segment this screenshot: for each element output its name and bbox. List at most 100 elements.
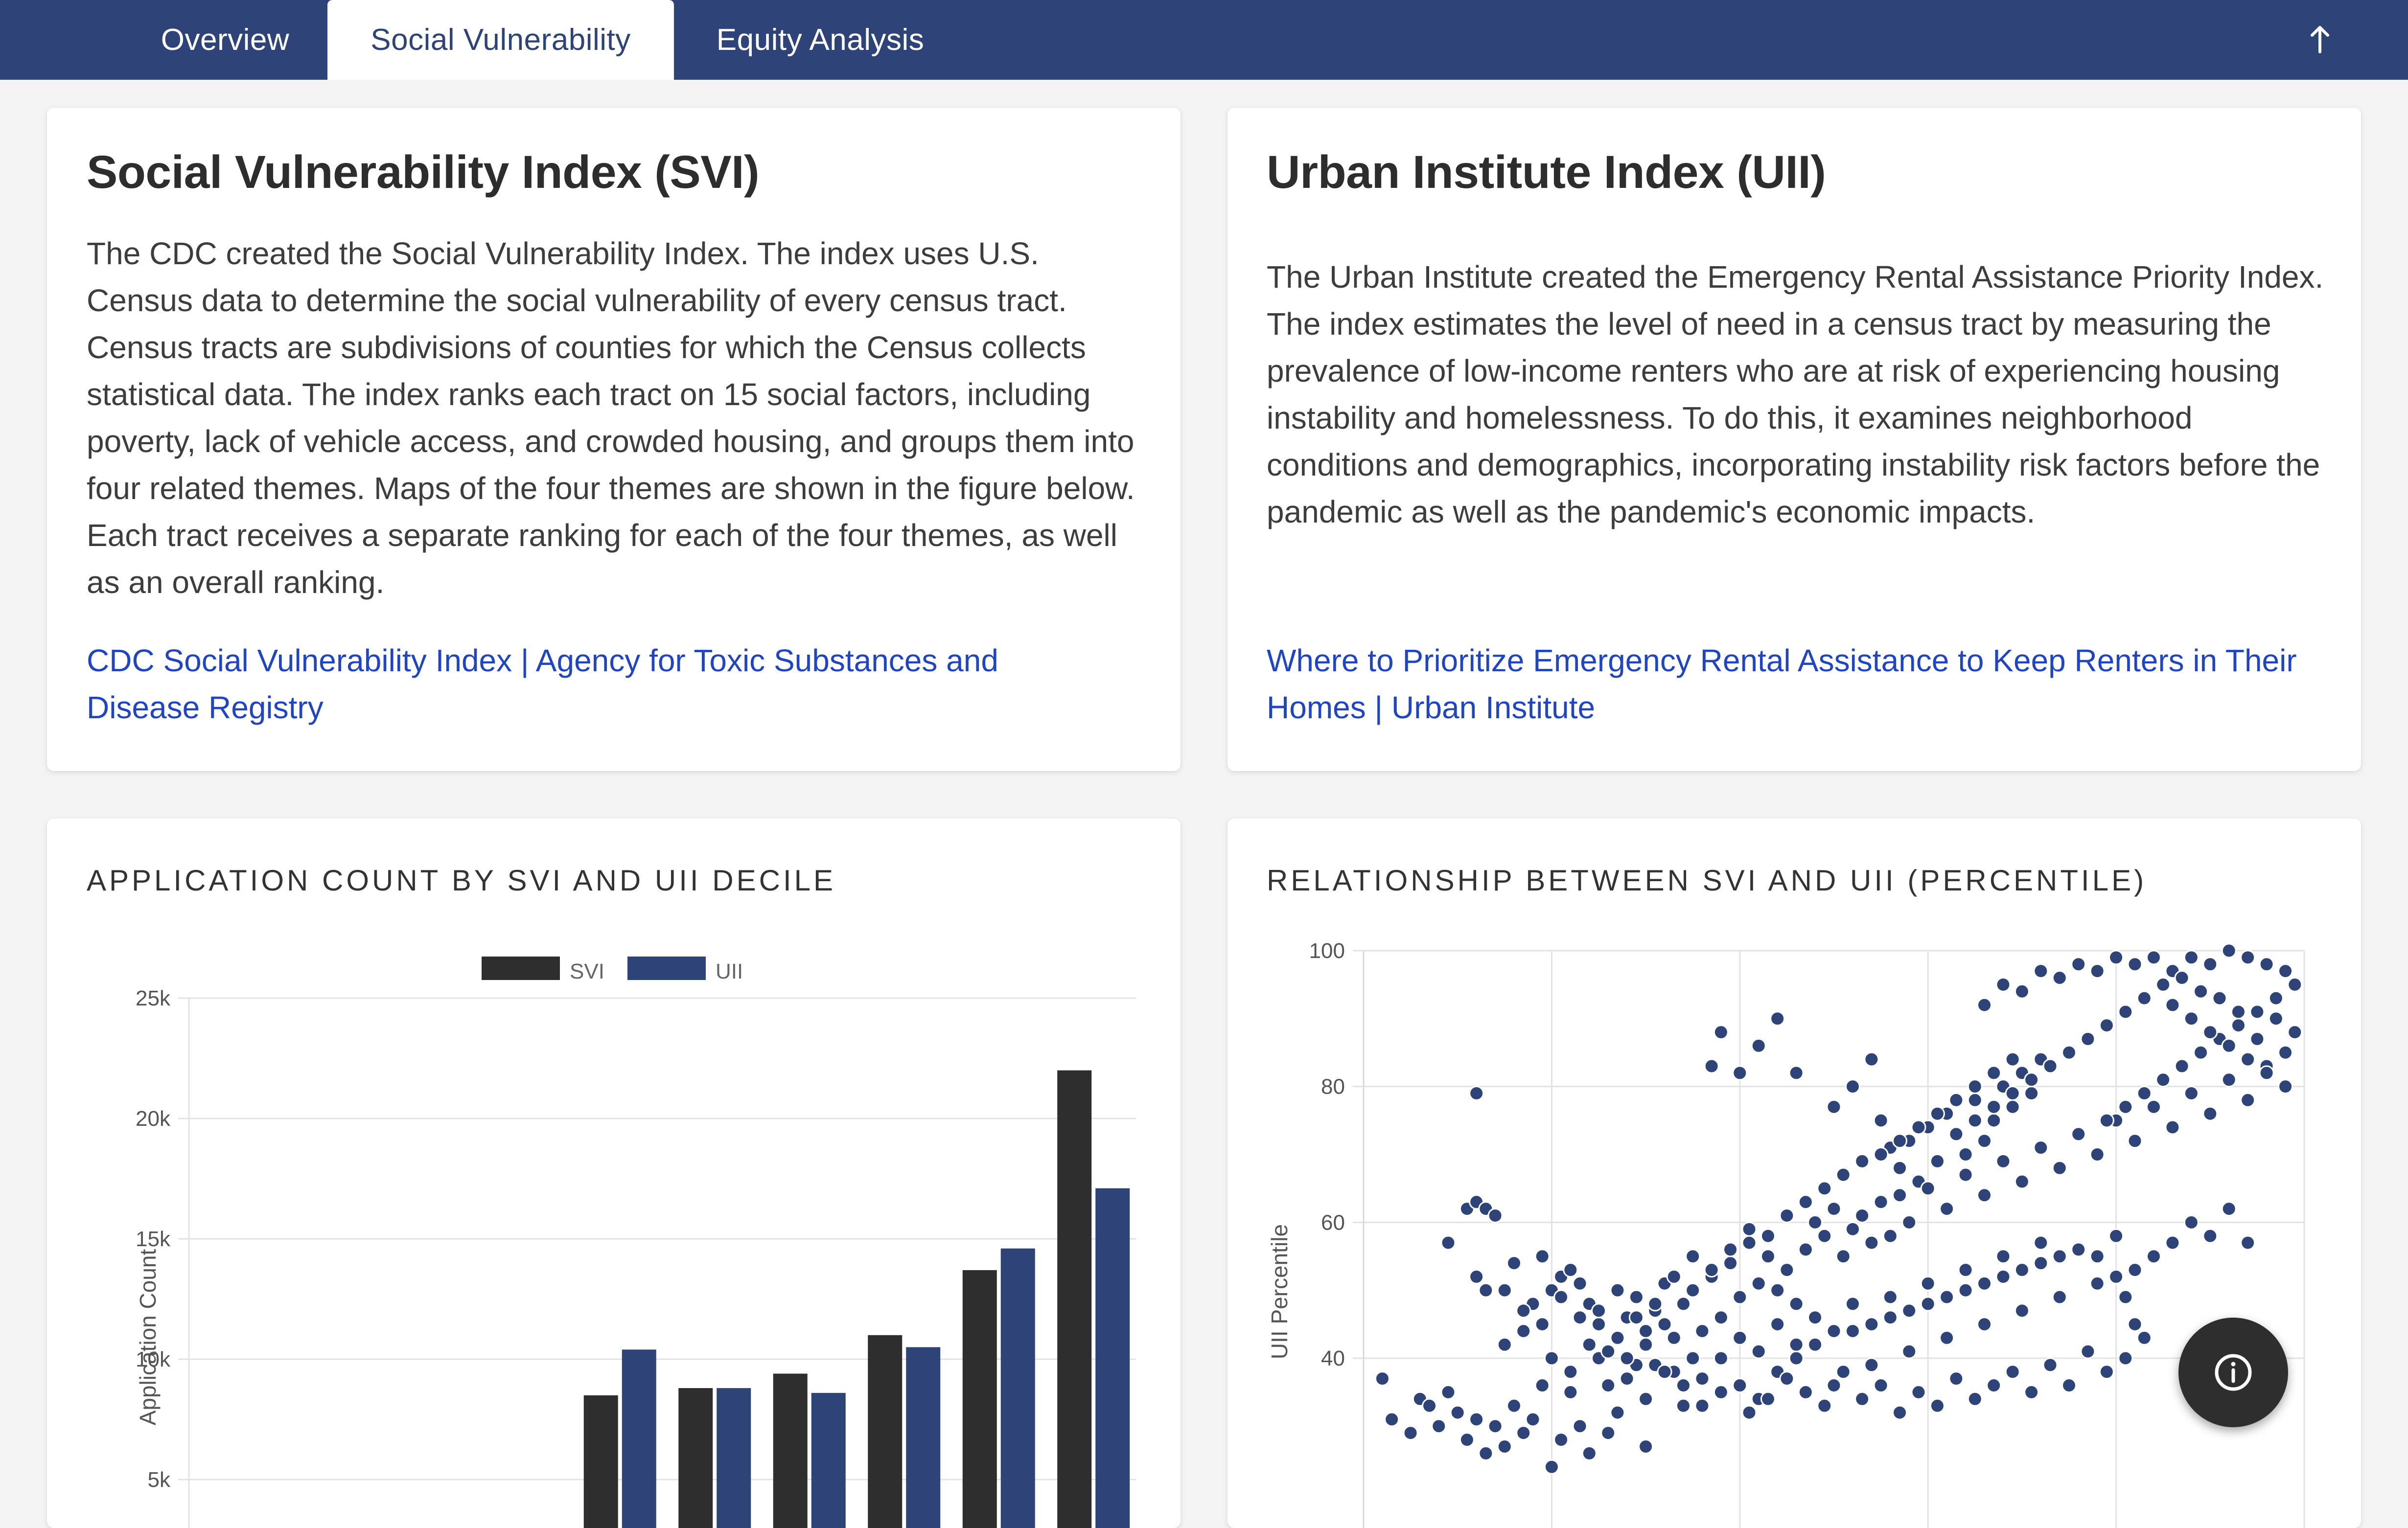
- scatter-point: [1469, 1412, 1484, 1427]
- scatter-point: [1497, 1337, 1512, 1352]
- scatter-point: [2127, 1317, 2143, 1332]
- scatter-point: [1422, 1398, 1437, 1414]
- scatter-point: [2089, 1147, 2105, 1162]
- bar-svi: [583, 1395, 618, 1528]
- scatter-point: [1694, 1398, 1710, 1414]
- scatter-point: [1553, 1432, 1569, 1448]
- scatter-point: [2127, 1133, 2143, 1149]
- scatter-point: [1948, 1126, 1964, 1142]
- scatter-point: [2014, 1262, 2030, 1278]
- scatter-point: [2136, 1086, 2152, 1101]
- scatter-point: [1958, 1282, 1973, 1298]
- scatter-point: [2024, 1384, 2039, 1400]
- scatter-point: [1619, 1350, 1635, 1366]
- scatter-point: [2024, 1072, 2039, 1088]
- scatter-point: [1638, 1438, 1654, 1454]
- scatter-point: [1873, 1378, 1889, 1393]
- scatter-point: [1751, 1344, 1766, 1359]
- bar-uii: [906, 1347, 941, 1528]
- scatter-point: [2127, 1262, 2143, 1278]
- scatter-point: [2146, 950, 2161, 965]
- scatter-point: [1760, 1391, 1776, 1407]
- scatter-point: [1628, 1289, 1644, 1305]
- legend-label-uii: UII: [716, 959, 743, 983]
- scatter-point: [1864, 1235, 1879, 1251]
- scatter-point: [1685, 1350, 1701, 1366]
- arrow-up-icon[interactable]: [2300, 20, 2339, 59]
- scatter-point: [1967, 1391, 1983, 1407]
- scatter-point: [2108, 1228, 2124, 1244]
- scatter-point: [1544, 1459, 1559, 1475]
- uii-info-card: Urban Institute Index (UII) The Urban In…: [1227, 108, 2361, 771]
- scatter-point: [2249, 1004, 2265, 1020]
- bar-uii: [717, 1388, 751, 1528]
- scatter-point: [1892, 1405, 1908, 1420]
- scatter-point: [1685, 1282, 1701, 1298]
- scatter-point: [1450, 1405, 1465, 1420]
- scatter-point: [2202, 1228, 2218, 1244]
- scatter-point: [1788, 1350, 1804, 1366]
- svi-cdc-link[interactable]: CDC Social Vulnerability Index | Agency …: [87, 643, 998, 725]
- scatter-point: [1948, 1092, 1964, 1108]
- svi-card-title: Social Vulnerability Index (SVI): [87, 146, 760, 198]
- scatter-point: [1600, 1344, 1616, 1359]
- scatter-point: [1600, 1425, 1616, 1441]
- scatter-point: [2014, 1174, 2030, 1189]
- scatter-point: [1798, 1384, 1813, 1400]
- scatter-point: [2061, 1378, 2077, 1393]
- y-tick-label: 10k: [136, 1347, 171, 1371]
- scatter-point: [2202, 957, 2218, 972]
- tab-equity-analysis[interactable]: Equity Analysis: [716, 23, 925, 57]
- scatter-point: [2005, 1086, 2020, 1101]
- bar-svi: [773, 1373, 808, 1528]
- scatter-point: [1986, 1099, 2002, 1115]
- scatter-point: [2099, 1364, 2114, 1380]
- scatter-point: [2052, 1249, 2067, 1264]
- scatter-point: [1788, 1337, 1804, 1352]
- tab-social-vulnerability[interactable]: Social Vulnerability: [327, 0, 674, 80]
- urban-institute-link[interactable]: Where to Prioritize Emergency Rental Ass…: [1267, 643, 2297, 725]
- y-tick-label: 5k: [148, 1468, 171, 1492]
- y-tick-label: 40: [1321, 1346, 1345, 1370]
- tab-overview[interactable]: Overview: [161, 23, 290, 57]
- scatter-point: [1901, 1303, 1917, 1319]
- scatter-point: [2014, 1303, 2030, 1319]
- scatter-point: [1929, 1398, 1945, 1414]
- scatter-point: [1901, 1214, 1917, 1230]
- scatter-point: [1835, 1167, 1851, 1183]
- bar-svi: [962, 1270, 997, 1528]
- scatter-point: [1704, 1058, 1719, 1074]
- scatter-point: [2071, 1126, 2086, 1142]
- scatter-point: [1713, 1310, 1729, 1325]
- scatter-point: [1854, 1153, 1870, 1169]
- scatter-point: [2165, 1119, 2180, 1135]
- scatter-point: [1845, 1323, 1860, 1339]
- y-tick-label: 25k: [136, 986, 171, 1010]
- scatter-point: [2146, 1099, 2161, 1115]
- scatter-point: [2268, 1011, 2284, 1026]
- scatter-point: [1666, 1330, 1682, 1346]
- scatter-point: [2127, 957, 2143, 972]
- scatter-chart-card: RELATIONSHIP BETWEEN SVI AND UII (PERCEN…: [1227, 819, 2361, 1528]
- scatter-point: [2240, 1092, 2256, 1108]
- scatter-point: [1591, 1303, 1606, 1319]
- scatter-point: [1864, 1051, 1879, 1067]
- scatter-point: [2221, 1038, 2237, 1053]
- scatter-point: [2212, 990, 2227, 1006]
- scatter-point: [1675, 1296, 1691, 1312]
- bar-chart: 25k 20k 15k 10k 5k Application Count SVI UII: [135, 957, 1136, 1528]
- scatter-point: [1835, 1364, 1851, 1380]
- scatter-point: [1977, 997, 1992, 1013]
- scatter-point: [2221, 943, 2237, 958]
- scatter-point: [2014, 983, 2030, 999]
- scatter-point: [1610, 1282, 1625, 1298]
- scatter-point: [1516, 1425, 1531, 1441]
- scatter-point: [1741, 1235, 1757, 1251]
- bar-uii: [622, 1349, 656, 1528]
- info-button[interactable]: [2178, 1318, 2288, 1427]
- scatter-point: [1911, 1384, 1926, 1400]
- scatter-point: [1666, 1269, 1682, 1284]
- scatter-point: [1675, 1398, 1691, 1414]
- scatter-point: [1732, 1330, 1748, 1346]
- scatter-point: [1882, 1310, 1898, 1325]
